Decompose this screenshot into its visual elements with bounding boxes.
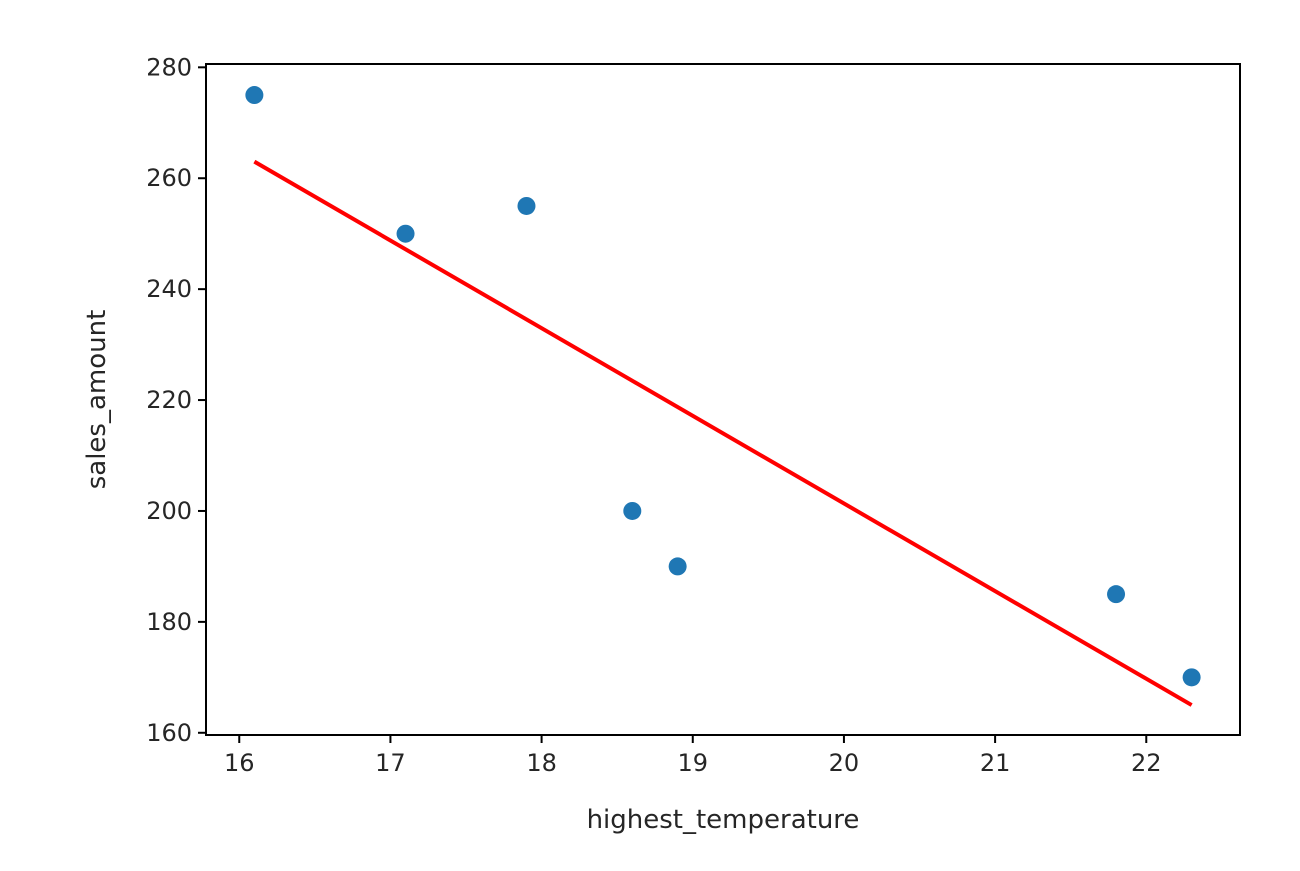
scatter-point-5 [668, 557, 687, 576]
scatter-point-2 [396, 224, 415, 243]
x-tick-label-21: 21 [980, 749, 1011, 777]
x-tick-label-16: 16 [224, 749, 255, 777]
scatter-point-3 [517, 196, 536, 215]
y-tick-label-220: 220 [146, 386, 192, 414]
y-tick-label-160: 160 [146, 719, 192, 747]
y-tick-label-200: 200 [146, 497, 192, 525]
x-tick-label-19: 19 [677, 749, 708, 777]
scatter-point-6 [1107, 585, 1126, 604]
y-axis-label: sales_amount [82, 310, 112, 490]
y-tick-label-280: 280 [146, 53, 192, 81]
x-tick-label-22: 22 [1131, 749, 1162, 777]
y-tick-label-240: 240 [146, 275, 192, 303]
y-tick-label-180: 180 [146, 608, 192, 636]
scatter-point-7 [1182, 668, 1201, 687]
regression-line [253, 159, 1193, 707]
x-tick-label-20: 20 [829, 749, 860, 777]
x-tick-label-18: 18 [526, 749, 557, 777]
y-tick-label-260: 260 [146, 164, 192, 192]
scatter-point-1 [245, 86, 264, 105]
x-axis-label: highest_temperature [587, 805, 860, 835]
axes: 16 17 18 19 20 21 22 160 180 200 220 240 260 280 [146, 53, 1241, 777]
scatter-point-4 [623, 501, 642, 520]
chart-marks [245, 86, 1201, 707]
plot-background [206, 64, 1240, 735]
plot-area [206, 64, 1240, 735]
x-tick-label-17: 17 [375, 749, 406, 777]
